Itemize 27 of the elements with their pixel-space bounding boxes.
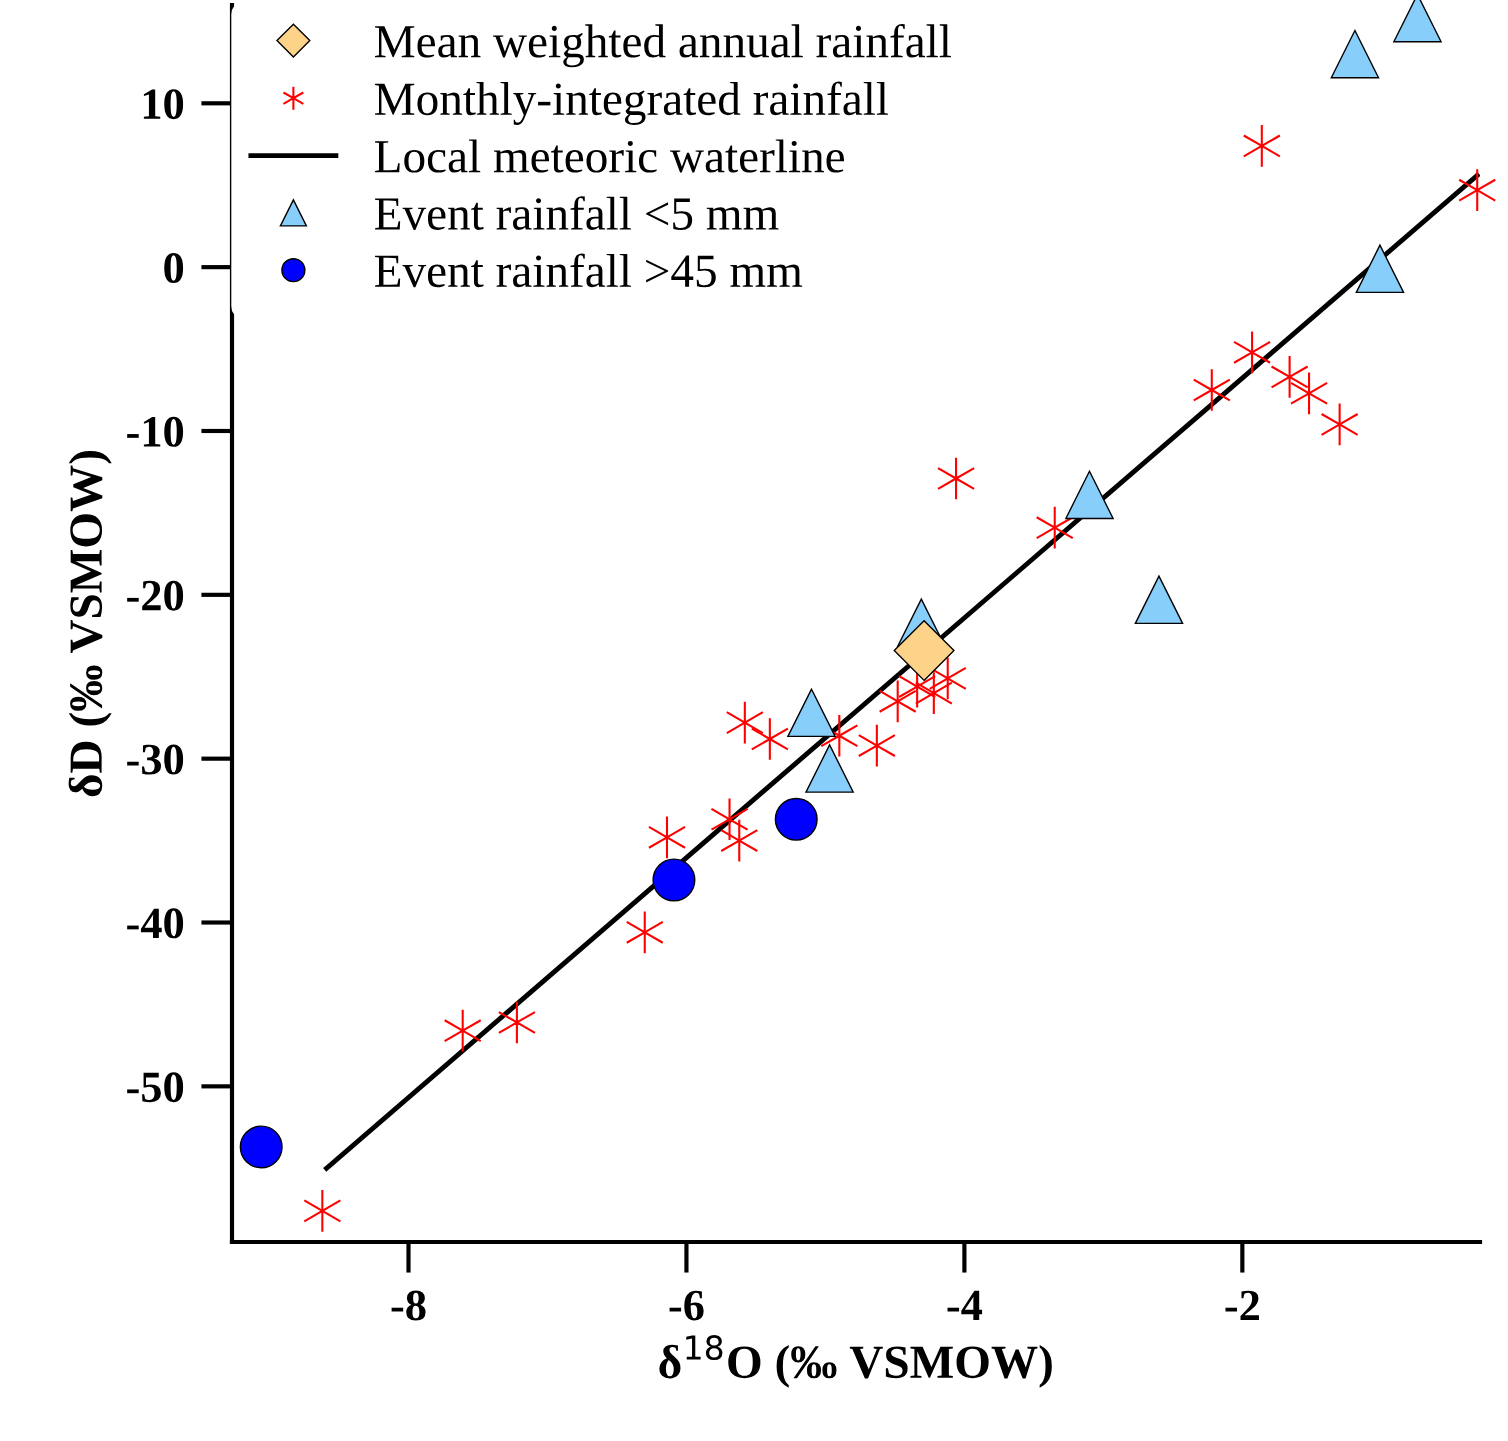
x-axis-title: δ$^{18}$O (‰ VSMOW) bbox=[659, 1335, 1052, 1388]
x-tick-label: -8 bbox=[391, 1290, 426, 1321]
y-tick-label: 0 bbox=[164, 253, 184, 283]
y-tick-label: -50 bbox=[127, 1072, 184, 1103]
y-axis-title: δD (‰ VSMOW) bbox=[68, 451, 112, 797]
point bbox=[652, 858, 696, 902]
point bbox=[1134, 575, 1184, 625]
legend-label: Mean weighted annual rainfall bbox=[375, 23, 951, 68]
point bbox=[805, 744, 854, 793]
x-tick-label: -2 bbox=[1225, 1290, 1259, 1321]
point bbox=[239, 1125, 283, 1169]
x-tick-label: -6 bbox=[669, 1290, 704, 1321]
y-tick-label: -10 bbox=[127, 416, 184, 447]
point bbox=[893, 619, 955, 682]
legend-label: Event rainfall >45 mm bbox=[375, 253, 803, 288]
y-tick-label: -20 bbox=[127, 580, 184, 611]
y-tick-label: -30 bbox=[127, 744, 184, 775]
x-tick-label: -4 bbox=[947, 1290, 983, 1321]
point bbox=[1330, 29, 1380, 79]
point bbox=[1355, 244, 1405, 294]
point bbox=[1065, 470, 1114, 520]
legend-label: Event rainfall <5 mm bbox=[375, 196, 779, 230]
y-tick-label: 10 bbox=[143, 89, 184, 120]
point bbox=[787, 688, 836, 738]
y-tick-label: -40 bbox=[127, 908, 184, 939]
point bbox=[774, 797, 818, 841]
legend-label: Local meteoric waterline bbox=[375, 139, 844, 173]
